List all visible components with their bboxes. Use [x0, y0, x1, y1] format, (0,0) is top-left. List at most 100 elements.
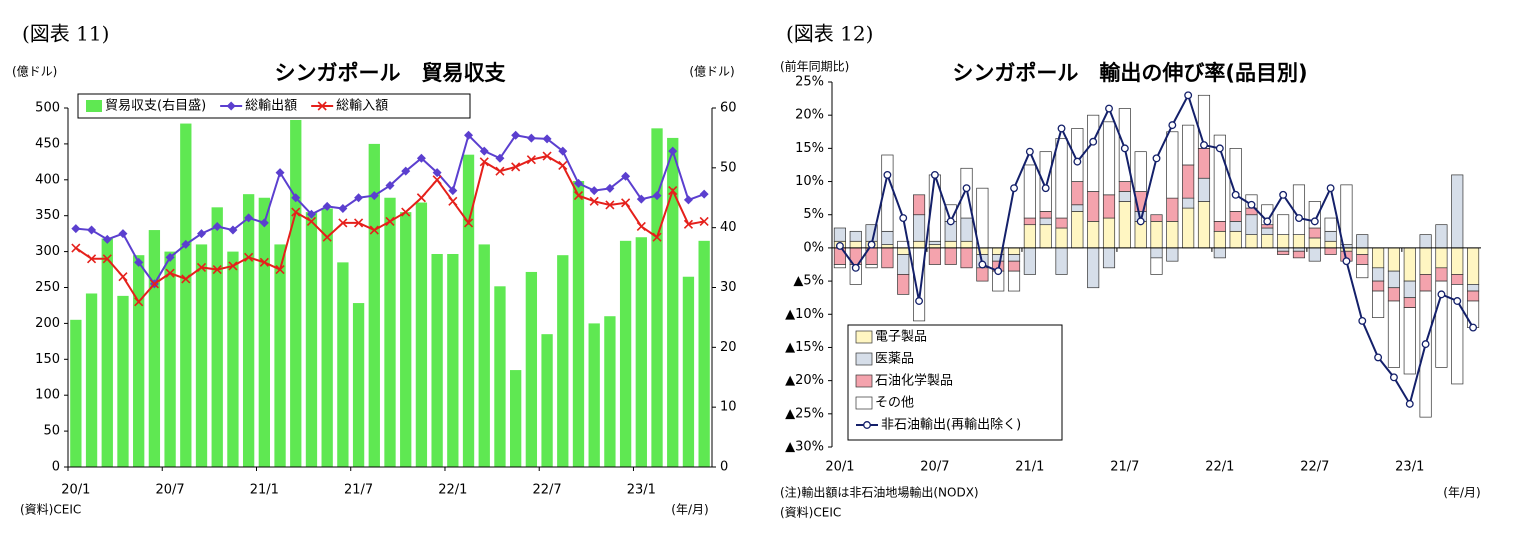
bar-segment: [1387, 247, 1400, 272]
bar-segment: [1356, 247, 1369, 255]
marker: [1469, 323, 1478, 332]
bar-segment: [1182, 207, 1195, 249]
y-tick-label: 350: [35, 208, 60, 223]
marker: [994, 267, 1003, 276]
bar: [462, 154, 475, 468]
marker: [197, 229, 207, 239]
bar-segment: [1308, 247, 1321, 262]
marker: [621, 171, 631, 181]
bar-segment: [928, 240, 941, 245]
marker: [448, 196, 458, 206]
marker: [102, 254, 112, 264]
marker: [867, 240, 876, 249]
bar-segment: [1150, 257, 1163, 275]
bar-segment: [1150, 214, 1163, 222]
bar-segment: [1071, 181, 1084, 206]
bar-segment: [1007, 254, 1021, 262]
legend-label: 総輸出額: [245, 99, 297, 114]
marker: [1421, 340, 1430, 349]
marker: [930, 170, 939, 179]
y-tick-label: ▲30%: [785, 440, 824, 455]
bar: [180, 123, 192, 467]
x-tick-label: 23/1: [627, 483, 656, 498]
marker: [699, 189, 709, 199]
bar-segment: [1419, 234, 1432, 249]
bar: [242, 194, 255, 467]
bar-segment: [1451, 284, 1464, 385]
bar-segment: [849, 230, 862, 242]
marker: [511, 162, 521, 172]
y2-tick-label: 30: [720, 280, 737, 295]
x-tick-label: 21/1: [1015, 460, 1044, 475]
legend-swatch: [86, 100, 102, 112]
marker: [1374, 353, 1383, 362]
legend-swatch: [855, 330, 873, 344]
marker: [71, 243, 81, 253]
bar-segment: [1102, 247, 1116, 269]
marker: [511, 130, 521, 140]
bar: [368, 143, 380, 467]
marker: [291, 207, 301, 217]
bar: [541, 334, 553, 467]
bar-segment: [1261, 234, 1274, 249]
marker: [683, 219, 694, 229]
legend-swatch: [855, 352, 873, 366]
bar-segment: [1118, 191, 1131, 202]
marker: [212, 264, 222, 275]
bar-segment: [1277, 234, 1290, 249]
marker: [573, 178, 583, 188]
y-tick-label: 20%: [795, 108, 824, 123]
marker: [1326, 184, 1335, 193]
bar-segment: [928, 247, 941, 265]
marker: [589, 196, 599, 206]
bar: [352, 303, 365, 467]
bar: [117, 295, 129, 467]
marker: [1120, 144, 1129, 153]
marker: [86, 254, 97, 264]
bar-segment: [1071, 204, 1084, 212]
marker: [526, 133, 536, 143]
bar-segment: [1039, 224, 1052, 249]
bar: [651, 128, 663, 468]
y-tick-label: 10%: [795, 174, 824, 189]
bar-segment: [1118, 181, 1131, 192]
bar-segment: [1435, 247, 1448, 269]
marker: [495, 153, 505, 163]
bar-segment: [1403, 280, 1416, 299]
marker: [479, 157, 489, 167]
marker: [1437, 290, 1446, 299]
bar: [698, 240, 710, 467]
bar-segment: [1182, 124, 1195, 166]
bar: [619, 240, 632, 467]
marker: [181, 274, 191, 284]
bar-segment: [1166, 247, 1179, 262]
note: (注)輸出額は非石油地場輸出(NODX): [780, 485, 979, 500]
bar-segment: [833, 264, 846, 269]
bar-segment: [1435, 280, 1448, 368]
bar-segment: [1197, 148, 1211, 179]
bar-segment: [976, 187, 989, 249]
bar: [195, 244, 208, 467]
bar: [85, 293, 98, 467]
marker: [589, 186, 599, 196]
bar: [415, 202, 428, 467]
bar-segment: [1071, 211, 1084, 249]
marker: [464, 130, 474, 140]
bar-segment: [1324, 217, 1337, 232]
bar-segment: [1435, 267, 1448, 282]
legend-box: [77, 93, 471, 119]
bar-segment: [1213, 221, 1226, 232]
y-tick-label: 250: [35, 280, 60, 295]
marker: [1310, 217, 1319, 226]
marker: [385, 216, 395, 227]
marker: [962, 184, 971, 193]
y-tick-label: 300: [35, 244, 60, 259]
marker: [652, 191, 662, 201]
bar-segment: [1245, 234, 1258, 249]
marker: [1279, 190, 1288, 199]
bar: [101, 238, 113, 467]
marker: [1342, 257, 1351, 266]
y2-axis-unit: (億ドル): [689, 65, 734, 79]
y-tick-label: 15%: [795, 141, 824, 156]
bar-segment: [1356, 264, 1369, 279]
